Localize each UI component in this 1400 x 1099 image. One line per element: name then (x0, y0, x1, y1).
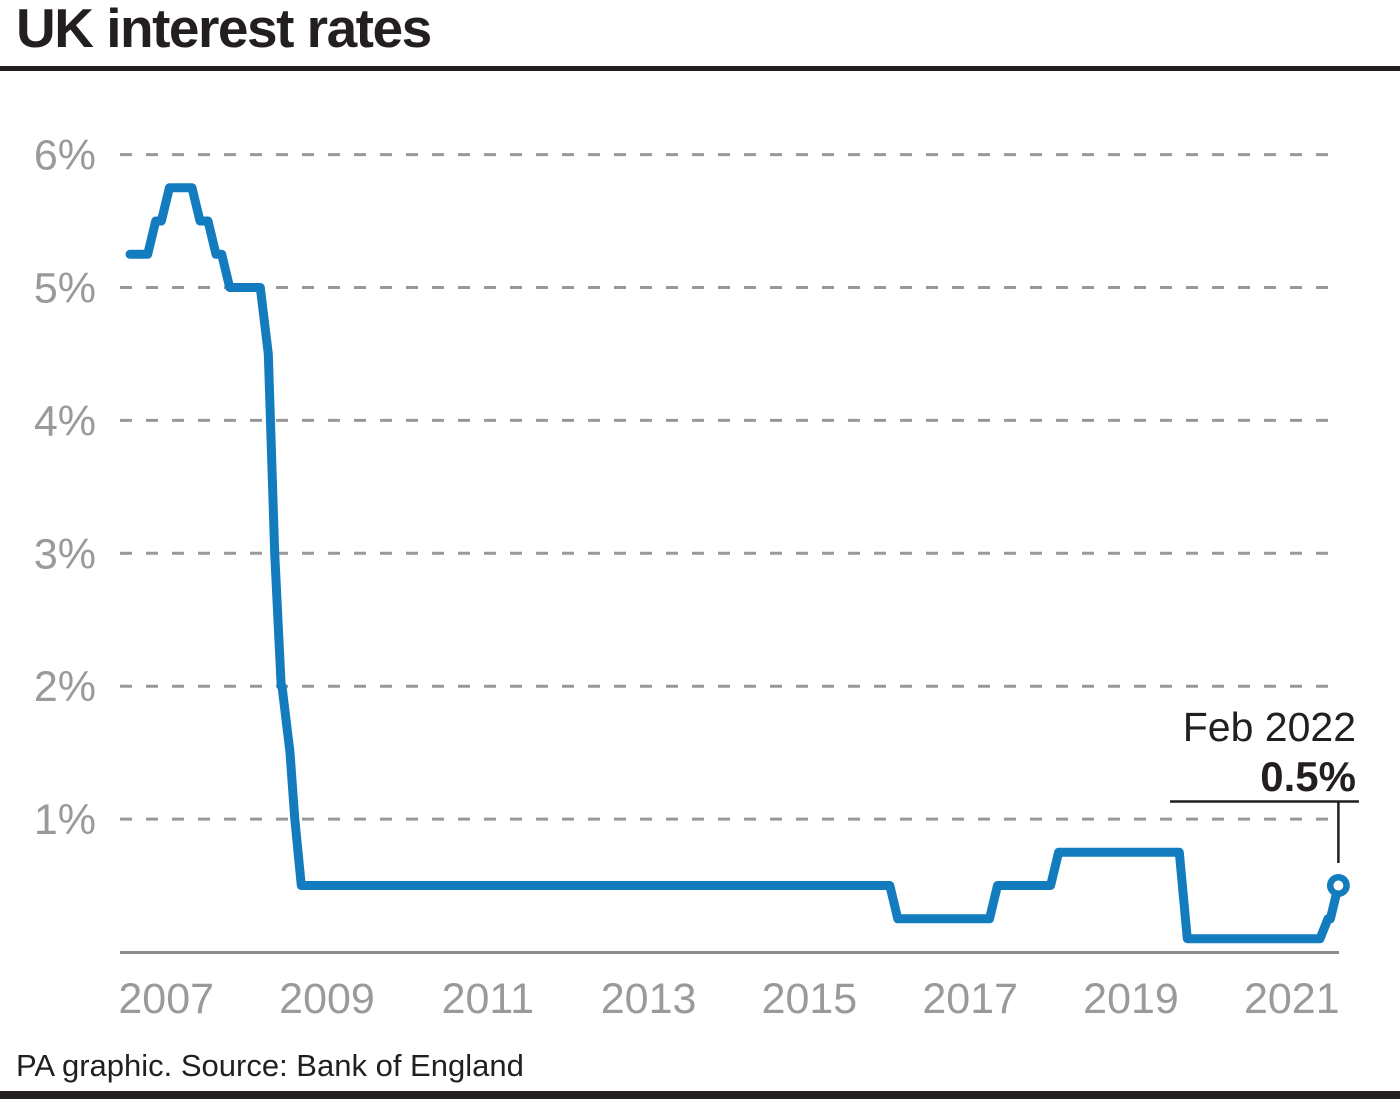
gridlines-layer: 6% 5% 4% 3% 2% 1% (34, 132, 1336, 844)
x-tick-label: 2009 (279, 975, 375, 1023)
y-tick-label: 2% (34, 663, 96, 711)
x-axis-labels-layer: 2007 2009 2011 2013 2015 2017 2019 2021 (118, 975, 1339, 1023)
annotation-value-label: 0.5% (1260, 753, 1356, 800)
rate-line (125, 183, 1343, 944)
x-tick-label: 2017 (922, 975, 1018, 1023)
x-tick-label: 2007 (118, 975, 214, 1023)
annotation-pointer (1170, 800, 1359, 863)
x-tick-label: 2011 (442, 975, 534, 1023)
y-tick-label: 5% (34, 265, 96, 313)
y-tick-label: 4% (34, 397, 96, 445)
source-credit: PA graphic. Source: Bank of England (16, 1048, 524, 1083)
x-tick-label: 2015 (762, 975, 858, 1023)
x-tick-label: 2021 (1244, 975, 1340, 1023)
page-title: UK interest rates (16, 0, 432, 59)
end-marker (1326, 874, 1350, 897)
title-divider-rule (0, 66, 1400, 71)
y-tick-label: 6% (34, 132, 96, 180)
annotation-date-label: Feb 2022 (1183, 704, 1356, 750)
x-tick-label: 2013 (601, 975, 697, 1023)
y-tick-label: 1% (34, 796, 96, 844)
y-tick-label: 3% (34, 530, 96, 578)
footer-bar (0, 1091, 1400, 1099)
x-tick-label: 2019 (1083, 975, 1179, 1023)
